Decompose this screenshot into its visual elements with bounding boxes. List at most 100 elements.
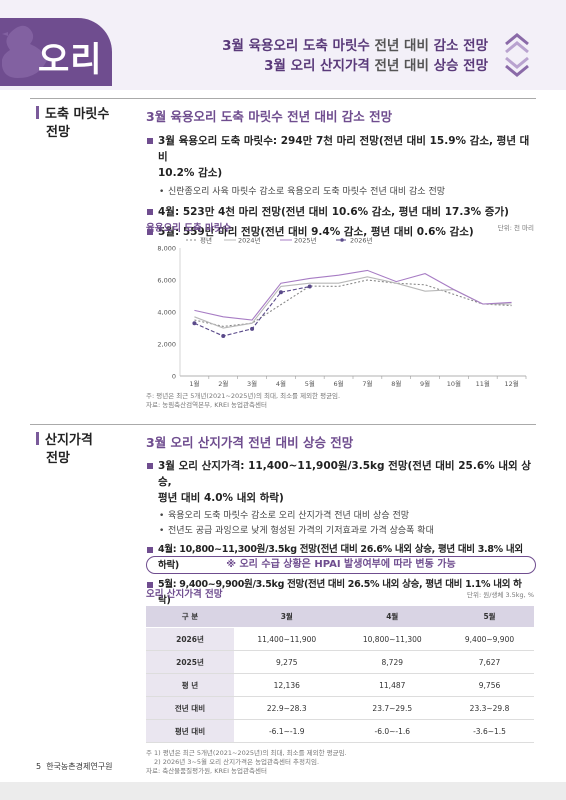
table-cell: -6.0~-1.6 [339, 719, 446, 743]
table-row: 전년 대비 22.9~28.3 23.7~29.5 23.3~29.8 [146, 696, 534, 720]
data-point [221, 334, 226, 338]
table-note-2: 2) 2026년 3~5월 오리 산지가격은 농업관측센터 추정치임. [154, 758, 320, 766]
table-row-header: 평 년 [146, 673, 234, 697]
table-cell: 23.3~29.8 [445, 696, 534, 720]
table-row: 2026년 11,400~11,900 10,800~11,300 9,400~… [146, 627, 534, 651]
legend-label: 평년 [200, 236, 212, 245]
table-cell: 9,400~9,900 [445, 627, 534, 651]
section1-label-line2: 전망 [46, 125, 70, 140]
table-cell: 10,800~11,300 [339, 627, 446, 651]
table-note-1: 주 1) 평년은 최근 5개년(2021~2025년)의 최대, 최소를 제외한… [146, 749, 347, 757]
section1-bullet2: 4월: 523만 4천 마리 전망(전년 대비 10.6% 감소, 평년 대비 … [146, 204, 534, 220]
category-title: 오리 [38, 40, 103, 80]
x-tick-label: 3월 [247, 379, 257, 388]
chevron-up-down-icon [505, 33, 529, 77]
section2-label-line2: 전망 [46, 451, 70, 466]
table-cell: -3.6~1.5 [445, 719, 534, 743]
price-table-title: 오리 산지가격 전망 [146, 589, 223, 600]
chart-note-1: 주: 평년은 최근 5개년(2021~2025년)의 최대, 최소를 제외한 평… [146, 392, 341, 400]
section1-heading: 3월 육용오리 도축 마릿수 전년 대비 감소 전망 [146, 109, 393, 124]
header-line1-outlook: 감소 전망 [433, 38, 488, 54]
x-tick-label: 5월 [305, 379, 315, 388]
chart-notes: 주: 평년은 최근 5개년(2021~2025년)의 최대, 최소를 제외한 평… [146, 392, 534, 410]
header-line1-subject: 3월 육용오리 도축 마릿수 [222, 38, 370, 54]
x-tick-label: 4월 [276, 379, 286, 388]
table-row: 평년 대비 -6.1~-1.9 -6.0~-1.6 -3.6~1.5 [146, 719, 534, 743]
section1-bullet3: 5월: 559만 마리 전망(전년 대비 9.4% 감소, 평년 대비 0.6%… [146, 224, 534, 240]
table-header: 구 분 [146, 606, 234, 628]
y-tick-label: 6,000 [157, 277, 176, 285]
table-cell: 7,627 [445, 650, 534, 674]
x-tick-label: 11월 [476, 379, 490, 388]
x-tick-label: 2월 [218, 379, 228, 388]
table-row-header: 2025년 [146, 650, 234, 674]
table-row-header: 평년 대비 [146, 719, 234, 743]
section2-bullet1-cont: 평년 대비 4.0% 내외 하락) [158, 492, 284, 504]
table-cell: 9,756 [445, 673, 534, 697]
data-point [307, 284, 312, 289]
section2-label-line1: 산지가격 [45, 433, 93, 448]
table-header-row: 구 분 3월 4월 5월 [146, 606, 534, 628]
chart-note-2: 자료: 농림축산검역본부, KREI 농업관측센터 [146, 401, 267, 409]
section2-content: 3월 오리 산지가격 전년 대비 상승 전망 3월 오리 산지가격: 11,40… [146, 432, 534, 609]
table-row-header: 전년 대비 [146, 696, 234, 720]
header-line2-subject: 3월 오리 산지가격 [264, 58, 370, 74]
section-divider [30, 98, 536, 99]
table-cell: 23.7~29.5 [339, 696, 446, 720]
section2-bullet2: 4월: 10,800~11,300원/3.5kg 전망(전년 대비 26.6% … [146, 542, 534, 574]
header-summary: 3월 육용오리 도축 마릿수 전년 대비 감소 전망 3월 오리 산지가격 전년… [222, 36, 488, 76]
duck-icon [2, 25, 48, 78]
x-tick-label: 6월 [334, 379, 344, 388]
header-line1-compare: 전년 대비 [374, 38, 429, 54]
table-row: 2025년 9,275 8,729 7,627 [146, 650, 534, 674]
section2-label: 산지가격 전망 [36, 432, 93, 468]
series-line [194, 279, 512, 327]
x-tick-label: 10월 [447, 379, 461, 388]
series-line [194, 269, 512, 321]
label-bar [36, 432, 39, 445]
table-cell: 9,275 [234, 650, 340, 674]
section2-sub1: 육용오리 도축 마릿수 감소로 오리 산지가격 전년 대비 상승 전망 [146, 509, 534, 524]
table-row: 평 년 12,136 11,487 9,756 [146, 673, 534, 697]
hpai-notice: ※ 오리 수급 상황은 HPAI 발생여부에 따라 변동 가능 [146, 556, 536, 574]
section1-bullet1-text: 3월 육용오리 도축 마릿수: 294만 7천 마리 전망(전년 대비 15.9… [158, 135, 530, 163]
section1-sub1: 신란종오리 사육 마릿수 감소로 육용오리 도축 마릿수 전년 대비 감소 전망 [146, 185, 534, 200]
price-table-unit: 단위: 원/생체 3.5kg, % [467, 591, 534, 599]
section2-bullet1: 3월 오리 산지가격: 11,400~11,900원/3.5kg 전망(전년 대… [146, 458, 534, 506]
x-tick-label: 12월 [504, 379, 518, 388]
chart-title: 육용오리 도축 마릿수 [146, 223, 232, 234]
data-point [192, 321, 197, 326]
table-cell: 11,400~11,900 [234, 627, 340, 651]
table-cell: -6.1~-1.9 [234, 719, 340, 743]
header-line2-outlook: 상승 전망 [433, 58, 488, 74]
publisher-name: 한국농촌경제연구원 [46, 762, 113, 771]
slaughter-chart: 육용오리 도축 마릿수 단위: 천 마리 8,000 6,000 4,000 2,00… [146, 220, 534, 406]
table-header: 4월 [339, 606, 446, 628]
section1-label: 도축 마릿수 전망 [36, 106, 109, 142]
table-cell: 22.9~28.3 [234, 696, 340, 720]
price-table: 구 분 3월 4월 5월 2026년 11,400~11,900 10,800~… [146, 606, 534, 743]
legend-label: 2025년 [294, 236, 317, 245]
y-tick-label: 4,000 [157, 309, 176, 317]
table-cell: 11,487 [339, 673, 446, 697]
table-cell: 12,136 [234, 673, 340, 697]
table-row-header: 2026년 [146, 627, 234, 651]
page-footer: 5 한국농촌경제연구원 [36, 761, 112, 772]
legend-label: 2024년 [238, 236, 261, 245]
page-number: 5 [36, 762, 42, 771]
y-tick-label: 0 [172, 373, 176, 381]
section-divider [30, 424, 536, 425]
x-tick-label: 1월 [189, 379, 199, 388]
price-table-block: 오리 산지가격 전망 단위: 원/생체 3.5kg, % 구 분 3월 4월 5… [146, 586, 534, 776]
chart-plot: 8,000 6,000 4,000 2,000 0 1월 2월 3월 4월 5월 6월 7월 8월 9월 1… [157, 236, 527, 388]
x-tick-label: 7월 [362, 379, 372, 388]
section2-sub2: 전년도 공급 과잉으로 낮게 형성된 가격의 기저효과로 가격 상승폭 확대 [146, 524, 534, 539]
table-cell: 8,729 [339, 650, 446, 674]
category-badge: 오리 [0, 18, 112, 86]
section2-bullet1-text: 3월 오리 산지가격: 11,400~11,900원/3.5kg 전망(전년 대… [158, 460, 531, 488]
page-header: 오리 3월 육용오리 도축 마릿수 전년 대비 감소 전망 3월 오리 산지가격… [0, 0, 566, 90]
section1-label-line1: 도축 마릿수 [45, 107, 110, 122]
table-note-3: 자료: 축산물품질평가원, KREI 농업관측센터 [146, 767, 267, 775]
data-point [278, 290, 283, 295]
y-tick-label: 8,000 [157, 245, 176, 253]
